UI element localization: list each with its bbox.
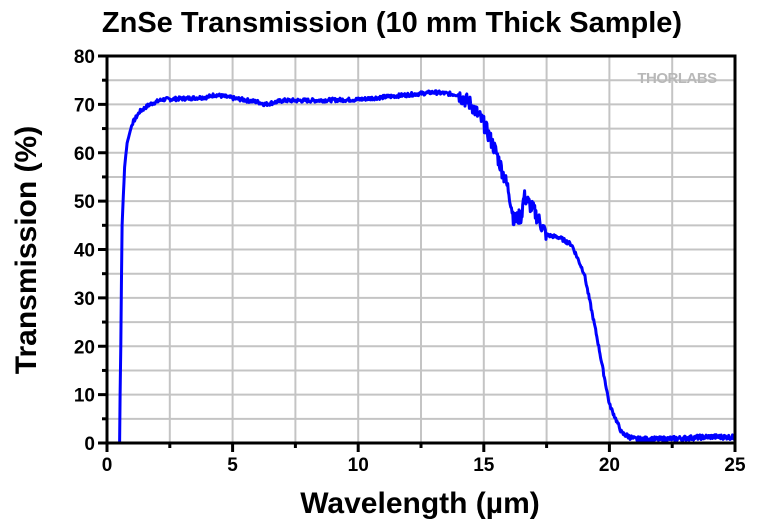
y-tick-label: 60	[74, 144, 95, 165]
y-tick-label: 40	[74, 241, 95, 262]
y-tick-label: 50	[74, 192, 95, 213]
y-tick-label: 30	[74, 289, 95, 310]
y-tick-label: 10	[74, 386, 95, 407]
x-tick-label: 5	[227, 455, 238, 476]
y-tick-label: 80	[74, 47, 95, 68]
series-line-znse	[118, 89, 737, 444]
x-axis-label: Wavelength (µm)	[300, 487, 540, 520]
x-tick-label: 0	[102, 455, 113, 476]
x-tick-label: 15	[473, 455, 495, 476]
grid	[107, 56, 735, 443]
x-tick-label: 10	[348, 455, 369, 476]
y-tick-label: 20	[74, 337, 95, 358]
y-axis-label: Transmission (%)	[10, 126, 43, 374]
tick-labels: 0 5 10 15 20 25 0 10 20 30 40 50 60 70 80	[74, 47, 746, 476]
chart-title: ZnSe Transmission (10 mm Thick Sample)	[102, 7, 682, 39]
thorlabs-watermark: THORLABS	[637, 70, 717, 87]
x-tick-label: 20	[599, 455, 620, 476]
y-tick-label: 70	[74, 95, 95, 116]
plot-area	[118, 89, 737, 444]
axes	[98, 54, 737, 452]
x-tick-label: 25	[724, 455, 746, 476]
y-tick-label: 0	[84, 434, 95, 455]
